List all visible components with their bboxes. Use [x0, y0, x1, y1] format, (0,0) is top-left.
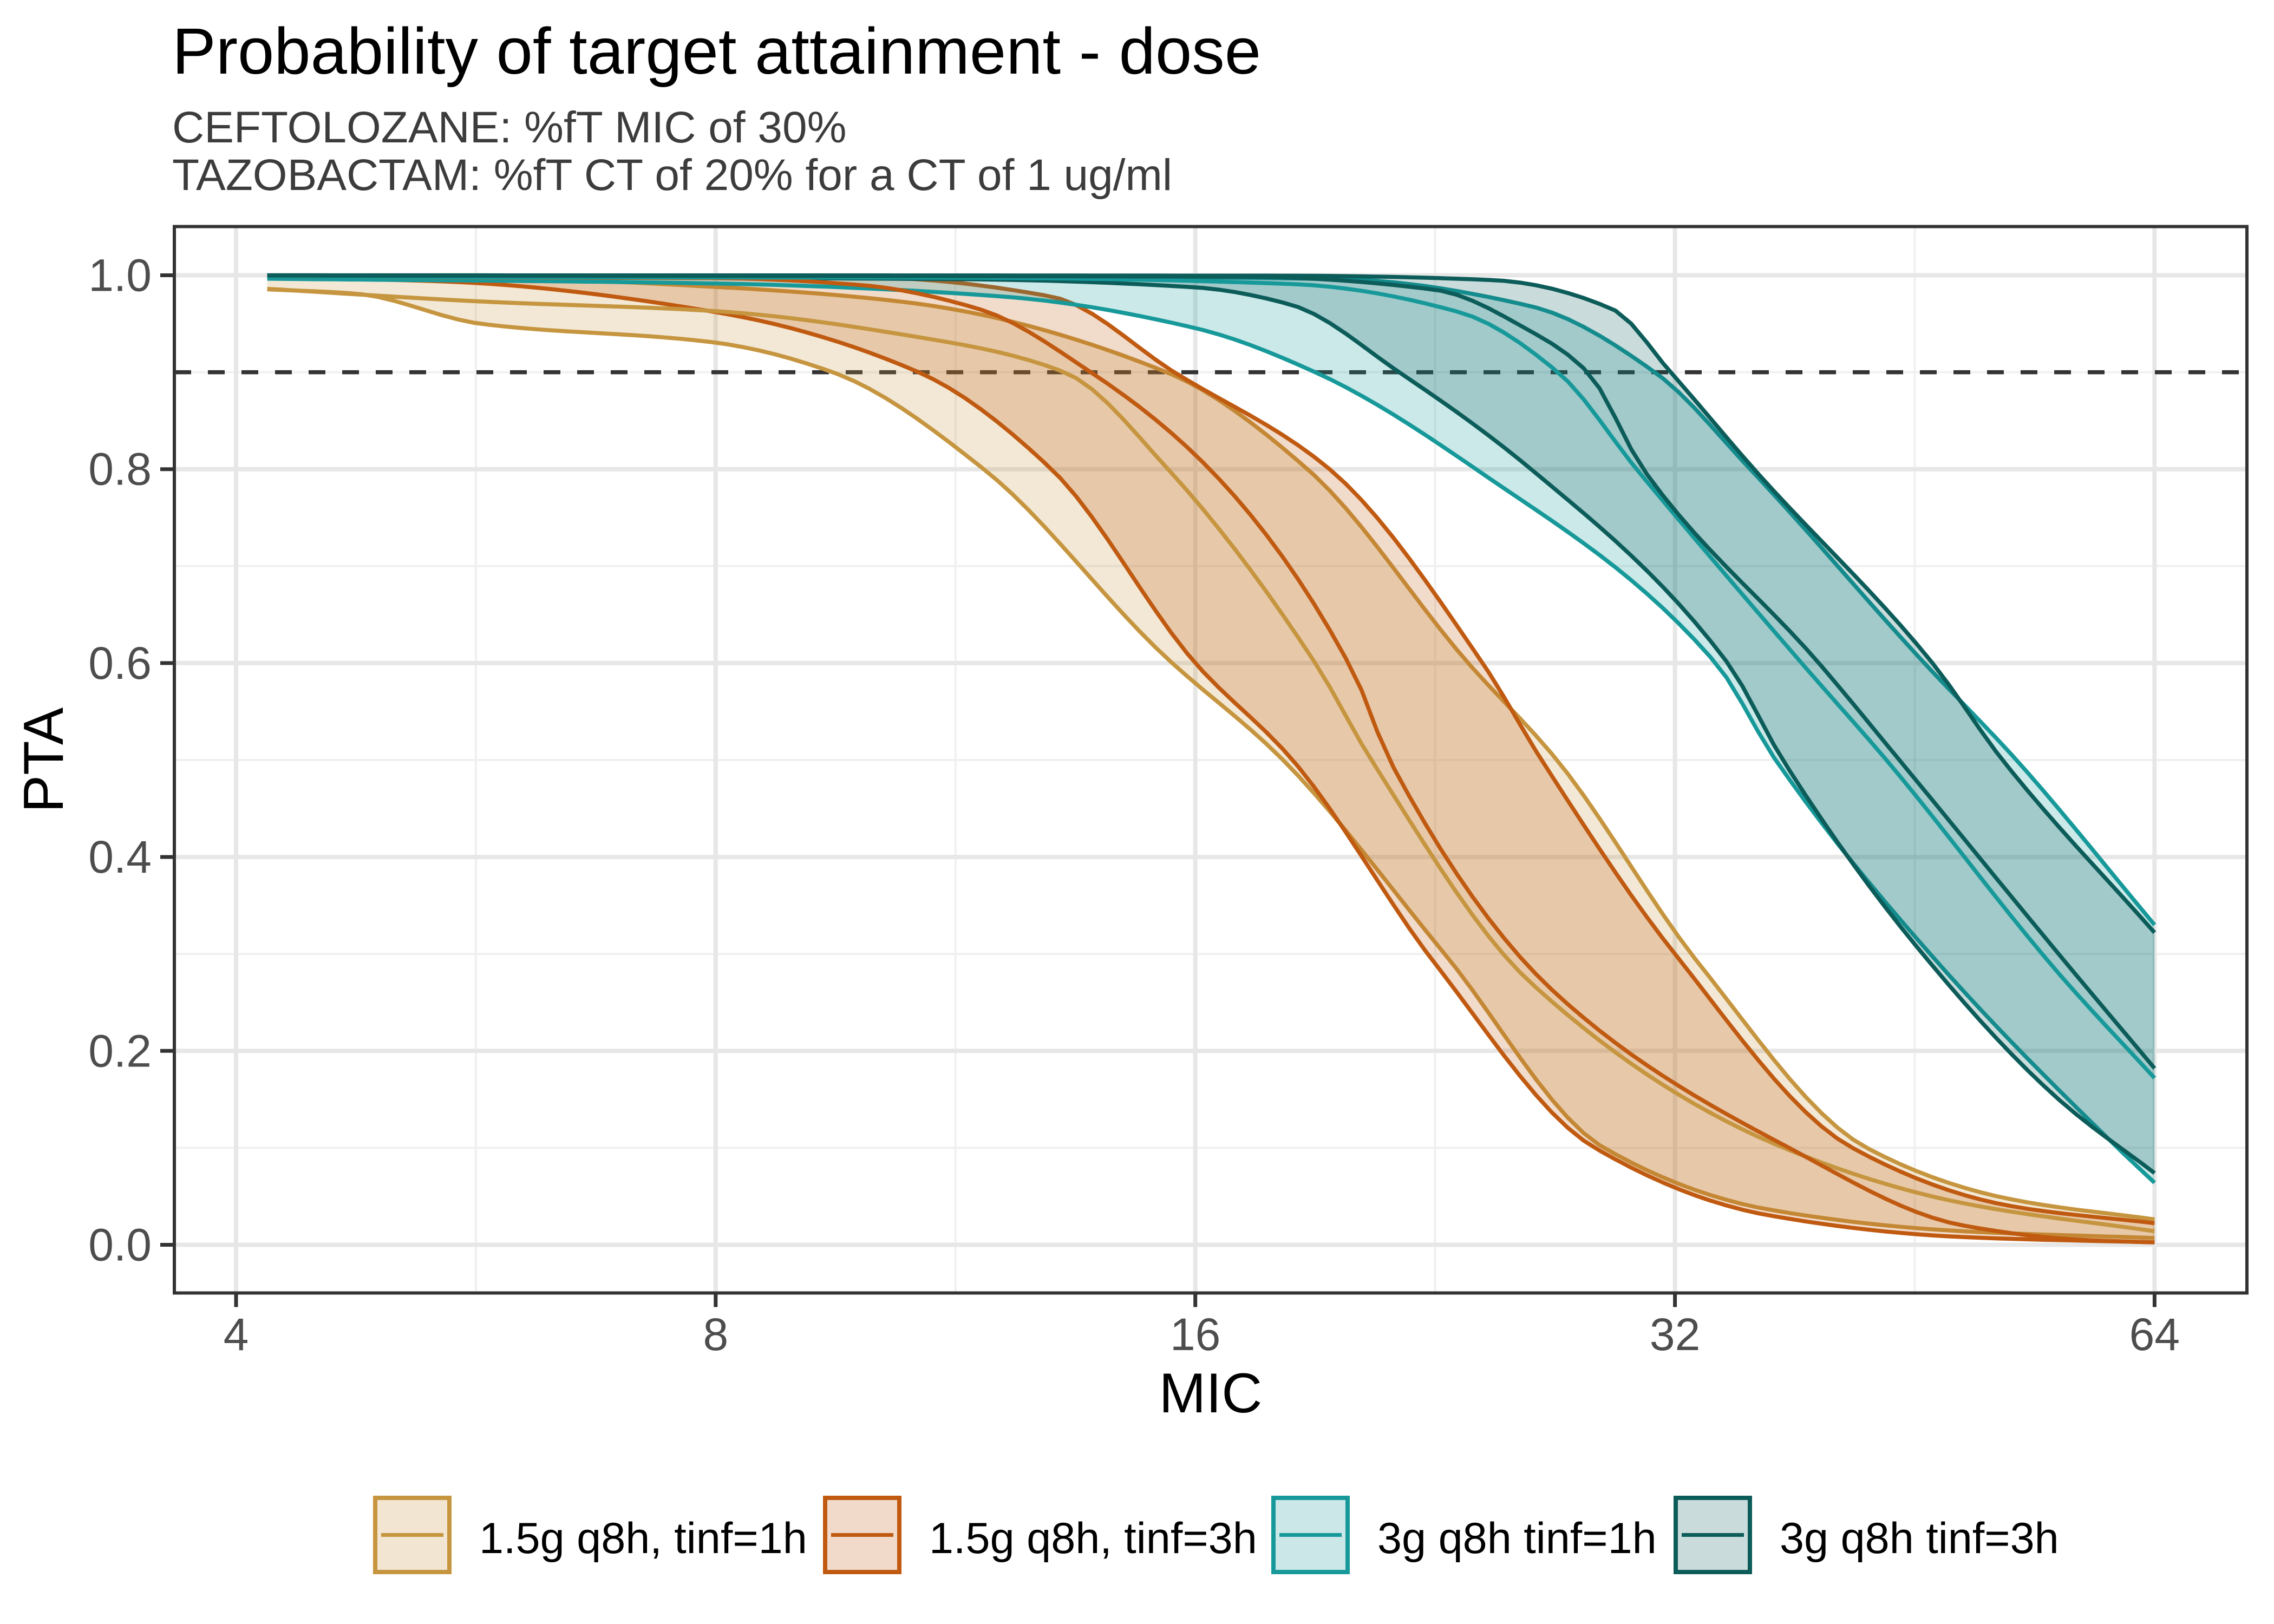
svg-text:TAZOBACTAM: %fT CT of 20% for: TAZOBACTAM: %fT CT of 20% for a CT of 1 …	[172, 150, 1172, 200]
svg-text:CEFTOLOZANE: %fT MIC of 30%: CEFTOLOZANE: %fT MIC of 30%	[172, 103, 847, 152]
svg-text:64: 64	[2129, 1309, 2180, 1360]
svg-text:4: 4	[224, 1309, 249, 1360]
svg-text:16: 16	[1170, 1309, 1220, 1360]
svg-text:8: 8	[703, 1309, 728, 1360]
svg-text:Probability of target attainme: Probability of target attainment - dose	[172, 14, 1261, 88]
svg-text:32: 32	[1650, 1309, 1700, 1360]
svg-text:1.5g q8h, tinf=3h: 1.5g q8h, tinf=3h	[929, 1514, 1257, 1563]
svg-text:PTA: PTA	[12, 707, 75, 813]
svg-text:3g q8h tinf=1h: 3g q8h tinf=1h	[1377, 1514, 1657, 1563]
svg-text:0.8: 0.8	[88, 444, 152, 495]
svg-text:0.6: 0.6	[88, 638, 152, 689]
svg-text:0.2: 0.2	[88, 1025, 152, 1076]
svg-text:0.0: 0.0	[88, 1220, 152, 1271]
svg-text:1.5g q8h, tinf=1h: 1.5g q8h, tinf=1h	[479, 1514, 807, 1563]
svg-text:3g q8h tinf=3h: 3g q8h tinf=3h	[1780, 1514, 2059, 1563]
svg-text:0.4: 0.4	[88, 831, 152, 882]
svg-text:1.0: 1.0	[88, 250, 152, 301]
svg-text:MIC: MIC	[1159, 1362, 1263, 1425]
